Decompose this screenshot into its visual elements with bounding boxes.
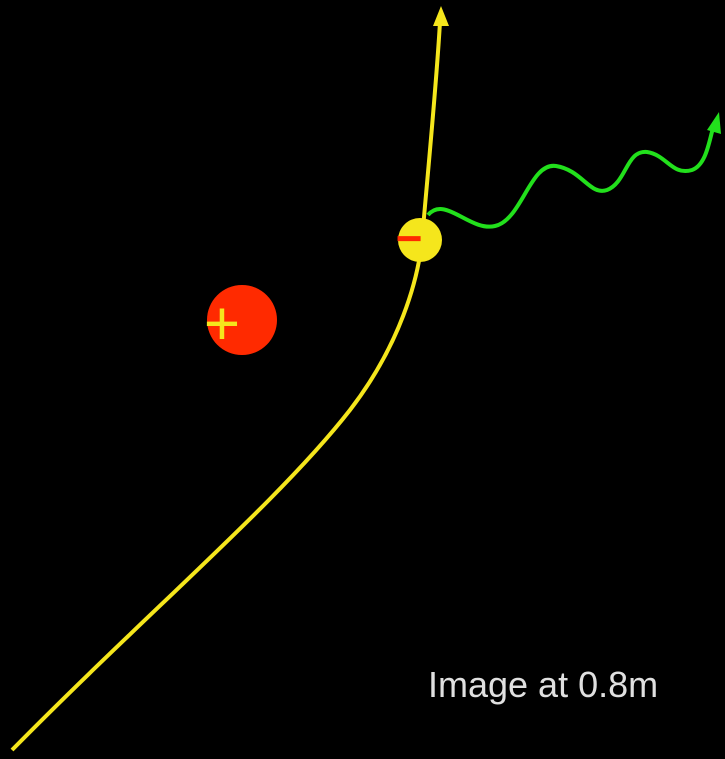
nucleus <box>207 285 277 355</box>
electron-arrowhead <box>433 6 449 26</box>
photon-wave <box>426 127 715 229</box>
electron-path <box>10 21 442 752</box>
electron <box>398 218 442 262</box>
nucleus-label: + <box>204 289 240 358</box>
electron-label: − <box>396 212 423 264</box>
photon-arrowhead <box>707 112 721 134</box>
caption: Image at 0.8m <box>428 664 658 705</box>
